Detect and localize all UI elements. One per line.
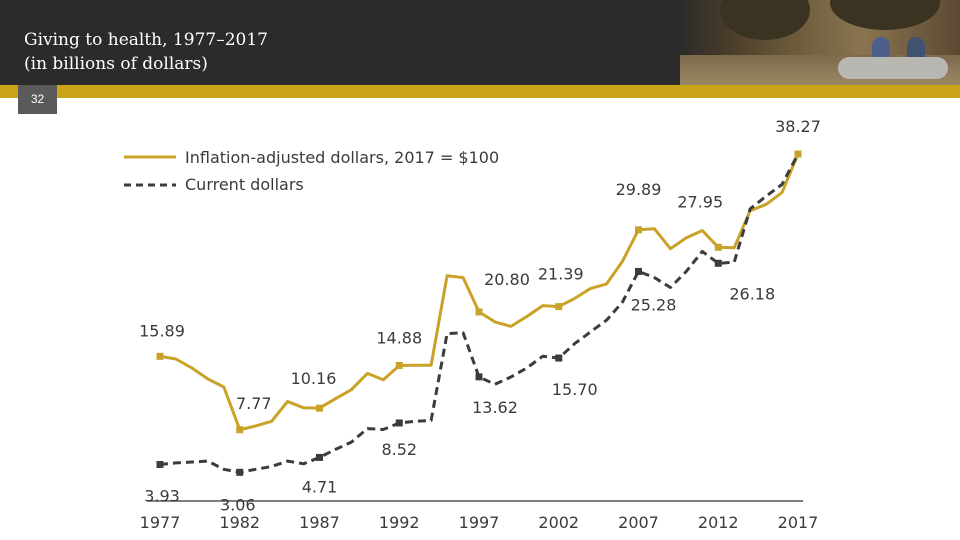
series-line-current-dollars: [159, 153, 800, 474]
data-point-marker: [555, 354, 563, 362]
data-label: 26.18: [729, 284, 775, 303]
x-tick-label: 1987: [299, 513, 340, 532]
legend-label-inflation-adjusted: Inflation-adjusted dollars, 2017 = $100: [185, 148, 499, 167]
data-point-marker: [156, 352, 164, 360]
data-label: 4.71: [302, 477, 338, 496]
x-tick-label: 1982: [219, 513, 260, 532]
data-labels: 15.89 7.77 10.16 14.88 20.80 21.39 29.89 27.95 3…: [139, 117, 821, 514]
data-label: 15.70: [552, 380, 598, 399]
data-label: 3.93: [144, 486, 180, 505]
data-label: 7.77: [236, 394, 272, 413]
x-tick-label: 1977: [140, 513, 181, 532]
data-label: 15.89: [139, 321, 185, 340]
data-label: 25.28: [631, 295, 677, 314]
data-point-marker: [635, 267, 642, 275]
accent-bar: [0, 85, 960, 98]
title-line-1: Giving to health, 1977–2017: [24, 30, 268, 50]
data-point-marker: [555, 303, 563, 311]
data-label: 8.52: [381, 440, 417, 459]
data-point-marker: [316, 404, 323, 412]
raft: [838, 57, 948, 79]
slide-title: Giving to health, 1977–2017 (in billions…: [24, 28, 268, 76]
x-tick-label: 2002: [538, 513, 579, 532]
data-point-marker: [714, 259, 722, 267]
x-tick-label: 2012: [698, 513, 739, 532]
data-point-marker: [475, 373, 483, 381]
title-line-2: (in billions of dollars): [24, 54, 208, 74]
legend: Inflation-adjusted dollars, 2017 = $100 …: [124, 148, 499, 194]
header-photo: [680, 0, 960, 85]
data-point-marker: [395, 419, 403, 427]
data-label: 38.27: [775, 117, 821, 136]
data-label: 20.80: [484, 270, 530, 289]
data-label: 21.39: [538, 265, 584, 284]
data-point-marker: [156, 460, 164, 468]
data-point-marker: [236, 468, 244, 476]
data-point-marker: [714, 243, 722, 251]
x-tick-label: 1992: [379, 513, 420, 532]
data-point-marker: [316, 453, 323, 461]
data-point-marker: [635, 226, 642, 234]
slide-number: 32: [18, 85, 57, 114]
x-tick-label: 2007: [618, 513, 659, 532]
header-bar: Giving to health, 1977–2017 (in billions…: [0, 0, 960, 85]
data-label: 29.89: [616, 180, 662, 199]
data-label: 14.88: [376, 328, 422, 347]
x-tick-label: 2017: [778, 513, 819, 532]
data-point-marker: [395, 361, 403, 369]
data-label: 13.62: [472, 398, 518, 417]
data-label: 10.16: [291, 369, 337, 388]
data-label: 3.06: [220, 495, 256, 514]
legend-label-current: Current dollars: [185, 175, 304, 194]
x-axis-ticks: 1977 1982 1987 1992 1997 2002 2007 2012 2017: [140, 513, 819, 532]
series-layer: [156, 150, 802, 476]
x-tick-label: 1997: [459, 513, 500, 532]
data-point-marker: [475, 308, 483, 316]
data-point-marker: [236, 426, 244, 434]
data-point-marker: [794, 150, 802, 158]
data-label: 27.95: [677, 192, 723, 211]
